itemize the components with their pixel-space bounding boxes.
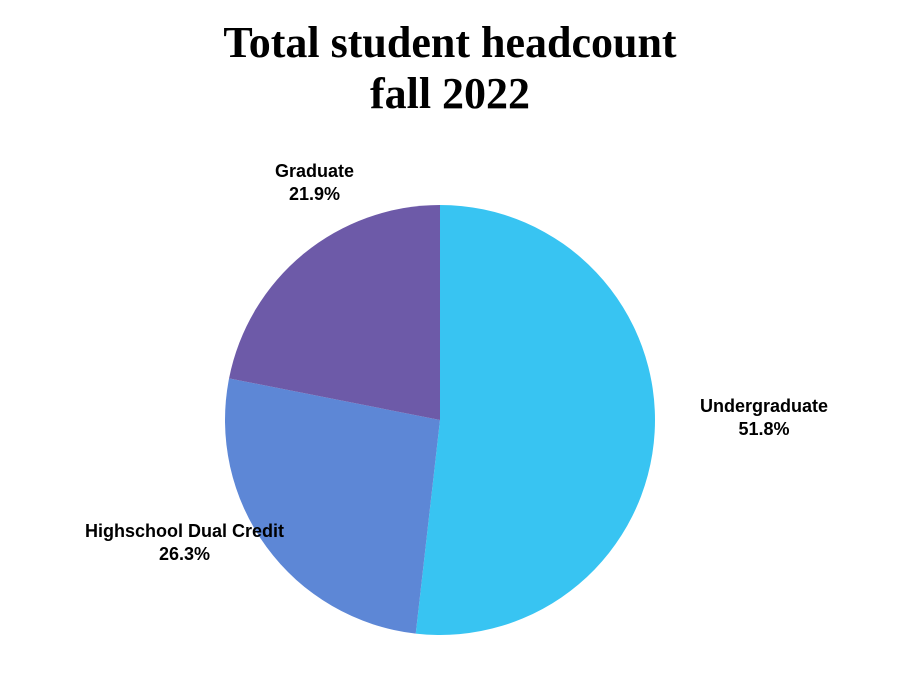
slice-label-pct: 26.3% <box>85 543 284 566</box>
slice-label: Undergraduate51.8% <box>700 395 828 442</box>
slice-label-name: Undergraduate <box>700 395 828 418</box>
pie-chart <box>0 0 900 680</box>
slice-label-name: Graduate <box>275 160 354 183</box>
pie-svg <box>0 0 900 675</box>
pie-slice <box>416 205 655 635</box>
slice-label-name: Highschool Dual Credit <box>85 520 284 543</box>
slice-label-pct: 51.8% <box>700 418 828 441</box>
slice-label-pct: 21.9% <box>275 183 354 206</box>
slice-label: Graduate21.9% <box>275 160 354 207</box>
slice-label: Highschool Dual Credit26.3% <box>85 520 284 567</box>
pie-slice <box>225 378 440 633</box>
